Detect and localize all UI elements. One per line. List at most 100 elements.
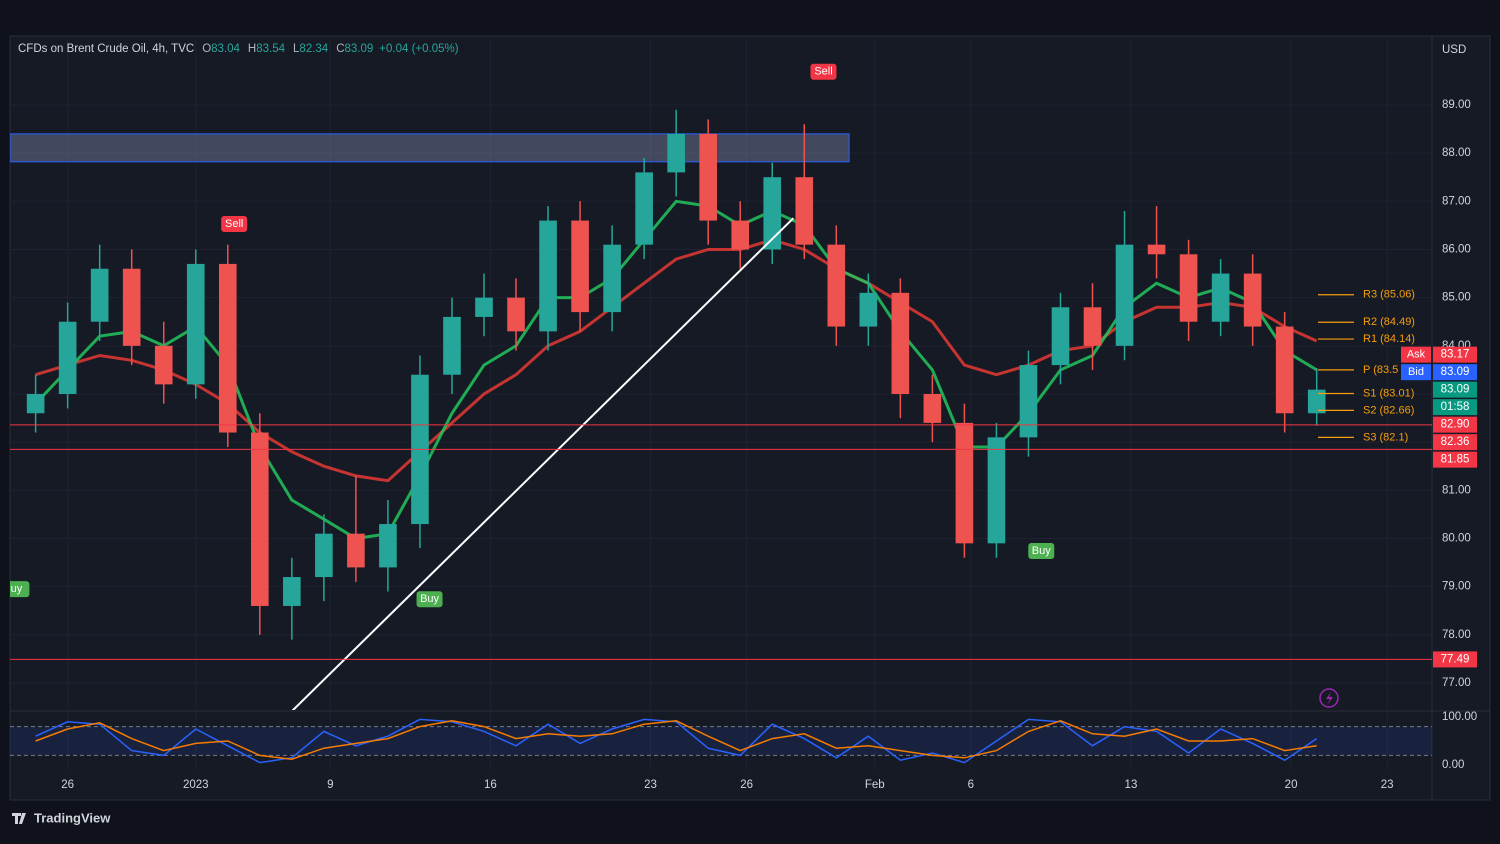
- pivot-label: R1 (84.14): [1363, 333, 1415, 345]
- candle-body: [955, 422, 974, 544]
- price-tag-name: Ask: [1407, 349, 1426, 361]
- signal-label: Buy: [420, 593, 439, 605]
- candle-body: [379, 524, 397, 568]
- x-tick-label: 9: [327, 779, 333, 791]
- moving-average: [34, 199, 1318, 541]
- brand: TradingView: [34, 810, 111, 825]
- price-tag-label: 81.85: [1441, 454, 1470, 466]
- candle-body: [1051, 307, 1070, 366]
- pivot-label: S2 (82.66): [1363, 404, 1414, 416]
- candle-body: [58, 321, 77, 394]
- candle-body: [987, 437, 1006, 544]
- price-tag-label: 83.09: [1441, 366, 1470, 378]
- x-tick-label: 20: [1285, 779, 1298, 791]
- price-tag-label: 83.09: [1441, 384, 1470, 396]
- candle-body: [1243, 273, 1262, 327]
- x-tick-label: Feb: [865, 779, 885, 791]
- y-tick-label: 87.00: [1442, 195, 1471, 207]
- y-tick-label: 78.00: [1442, 629, 1471, 641]
- axes: 77.0078.0079.0080.0081.0082.0083.0084.00…: [61, 99, 1477, 791]
- ohlc-label: O: [202, 43, 212, 55]
- price-tag-name: Bid: [1408, 366, 1424, 378]
- price-tag-label: 01:58: [1441, 401, 1470, 413]
- candle-body: [1179, 254, 1198, 322]
- price-tag-label: 83.17: [1441, 349, 1470, 361]
- y-tick-label: 81.00: [1442, 484, 1471, 496]
- candle-body: [347, 533, 365, 568]
- pivot-label: P (83.5: [1363, 364, 1398, 376]
- signal-label: uy: [11, 583, 23, 595]
- price-tag-name-box: [1401, 364, 1431, 381]
- x-tick-label: 26: [740, 779, 753, 791]
- price-tag: [1433, 651, 1477, 668]
- candle-body: [1019, 365, 1038, 438]
- candle-body: [26, 393, 45, 414]
- candle-body: [539, 220, 557, 332]
- candle-body: [186, 263, 205, 385]
- x-tick-label: 23: [1381, 779, 1394, 791]
- plot-area: uy Sell Buy Sell Buy R3 (85.06) R2 (84.49) R1 (…: [10, 63, 1432, 710]
- oscillator-tick-label: 100.00: [1442, 711, 1477, 723]
- pivot-label: R2 (84.49): [1363, 316, 1415, 328]
- ohlc-label: L: [293, 43, 300, 55]
- y-tick-label: 80.00: [1442, 533, 1471, 545]
- x-tick-label: 13: [1125, 779, 1138, 791]
- price-tag-label: 77.49: [1441, 653, 1470, 665]
- brand-logo: [12, 813, 26, 824]
- signal-label: Buy: [1032, 545, 1051, 557]
- candle-body: [251, 432, 269, 606]
- trendline: [291, 217, 795, 710]
- symbol-title: CFDs on Brent Crude Oil, 4h, TVC: [18, 43, 195, 55]
- oscillator-line: [35, 720, 1317, 760]
- x-tick-label: 23: [644, 779, 657, 791]
- pivot-label: S3 (82.1): [1363, 431, 1408, 443]
- price-tag: [1433, 381, 1477, 398]
- price-tag: [1433, 346, 1477, 363]
- alert-icon-bolt: [1326, 692, 1333, 705]
- candle-body: [90, 268, 109, 322]
- candle-body: [443, 316, 461, 375]
- candle-body: [1275, 326, 1294, 414]
- candle-body: [859, 292, 878, 327]
- candle-body: [1211, 273, 1230, 322]
- ohlc-value: 83.04: [211, 43, 240, 55]
- candle-body: [1307, 389, 1326, 414]
- candle-body: [635, 172, 653, 245]
- y-tick-label: 89.00: [1442, 99, 1471, 111]
- currency: USD: [1442, 44, 1466, 56]
- ohlc-label: H: [247, 43, 257, 55]
- price-tag: [1433, 434, 1477, 451]
- price-tag-name-box: [1401, 346, 1431, 363]
- signal-label: Sell: [225, 218, 243, 230]
- candle-body: [795, 177, 814, 245]
- pivot-label: S1 (83.01): [1363, 387, 1414, 399]
- y-tick-label: 86.00: [1442, 244, 1471, 256]
- price-change: +0.04 (+0.05%): [379, 43, 459, 55]
- candle-body: [891, 292, 910, 394]
- candle-body: [154, 345, 173, 385]
- candle-body: [923, 393, 942, 423]
- price-tag: [1433, 399, 1477, 416]
- x-tick-label: 6: [968, 779, 974, 791]
- x-tick-label: 26: [61, 779, 74, 791]
- x-tick-label: 2023: [183, 779, 209, 791]
- signal-marker: [810, 63, 837, 80]
- price-tag-label: 82.36: [1441, 436, 1470, 448]
- chart-panel: [9, 35, 1491, 801]
- candle-body: [315, 533, 333, 578]
- signal-marker: [221, 215, 248, 232]
- resistance-zone: [10, 133, 850, 163]
- candle-body: [571, 220, 589, 313]
- y-tick-label: 79.00: [1442, 581, 1471, 593]
- oscillator-pane: [10, 718, 1432, 764]
- ohlc-value: 83.54: [256, 43, 286, 55]
- candle-body: [603, 244, 621, 313]
- alert-icon[interactable]: [1319, 688, 1339, 708]
- candle-body: [1115, 244, 1134, 346]
- ohlc-label: C: [336, 43, 345, 55]
- signal-marker: [416, 591, 443, 608]
- y-tick-label: 77.00: [1442, 677, 1471, 689]
- price-tag: [1433, 364, 1477, 381]
